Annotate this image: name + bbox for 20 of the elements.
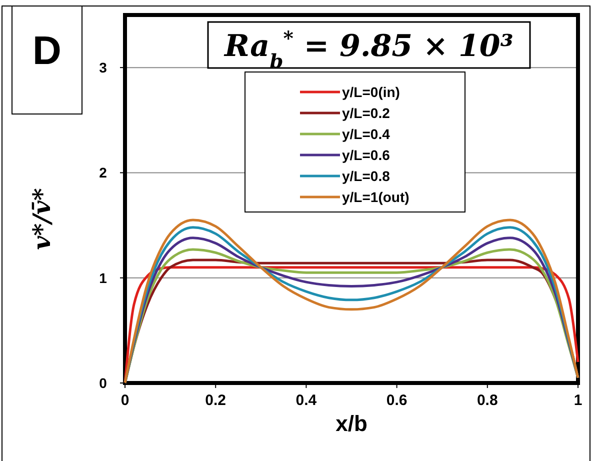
x-tick-label: 0.2 [205, 392, 226, 409]
legend-label: y/L=0.6 [342, 147, 390, 163]
text: Ra$_{b}$$^{*}$ = 9.85 × 10³ [224, 26, 514, 72]
legend-label: y/L=0.2 [342, 105, 390, 121]
text: D [32, 29, 62, 73]
y-tick-label: 3 [99, 60, 108, 76]
legend-label: y/L=1(out) [342, 189, 410, 205]
legend-label: y/L=0.8 [342, 168, 390, 184]
x-axis-title: x/b [336, 411, 368, 436]
y-axis-title: v*/v̄* [27, 188, 56, 250]
y-tick-label: 2 [99, 164, 108, 181]
x-tick-label: 0 [120, 392, 130, 409]
legend-label: y/L=0.4 [342, 126, 390, 142]
y-tick-label: 0 [99, 375, 108, 391]
x-tick-label: 0.6 [386, 392, 408, 409]
y-tick-label: 1 [99, 270, 108, 286]
legend-label: y/L=0(in) [342, 84, 400, 100]
x-tick-label: 0.8 [476, 392, 498, 409]
x-tick-label: 1 [574, 392, 582, 409]
x-tick-label: 0.4 [296, 392, 318, 409]
